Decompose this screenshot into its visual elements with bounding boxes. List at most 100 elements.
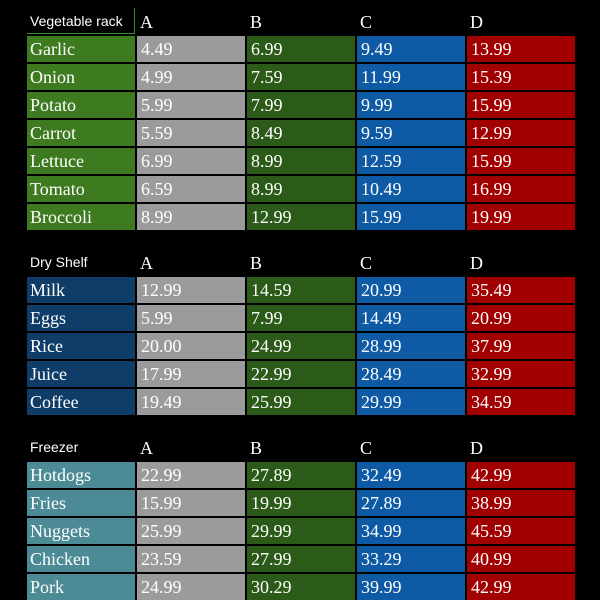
price-cell-d: 32.99	[467, 361, 575, 387]
price-cell-b: 30.29	[247, 574, 355, 600]
price-cell-c: 20.99	[357, 277, 465, 303]
freezer-header-row: Freezer A B C D	[27, 434, 575, 460]
column-header-b: B	[250, 12, 263, 32]
table-row: Potato 5.99 7.99 9.99 15.99	[27, 92, 575, 118]
price-cell-c: 10.49	[357, 176, 465, 202]
column-header-d: D	[470, 438, 483, 458]
price-cell-d: 42.99	[467, 462, 575, 488]
price-cell-c: 14.49	[357, 305, 465, 331]
item-name: Broccoli	[27, 204, 135, 230]
item-name: Tomato	[27, 176, 135, 202]
price-cell-a: 6.59	[137, 176, 245, 202]
table-row: Broccoli 8.99 12.99 15.99 19.99	[27, 204, 575, 230]
table-row: Onion 4.99 7.59 11.99 15.39	[27, 64, 575, 90]
price-cell-b: 14.59	[247, 277, 355, 303]
price-cell-a: 22.99	[137, 462, 245, 488]
column-header-d: D	[470, 253, 483, 273]
table-row: Hotdogs 22.99 27.89 32.49 42.99	[27, 462, 575, 488]
price-cell-d: 15.99	[467, 148, 575, 174]
price-cell-a: 5.59	[137, 120, 245, 146]
item-name: Eggs	[27, 305, 135, 331]
price-cell-c: 9.99	[357, 92, 465, 118]
price-cell-c: 9.49	[357, 36, 465, 62]
price-cell-b: 27.99	[247, 546, 355, 572]
price-cell-d: 40.99	[467, 546, 575, 572]
price-cell-d: 12.99	[467, 120, 575, 146]
table-row: Pork 24.99 30.29 39.99 42.99	[27, 574, 575, 600]
table-row: Chicken 23.59 27.99 33.29 40.99	[27, 546, 575, 572]
price-cell-c: 29.99	[357, 389, 465, 415]
item-name: Fries	[27, 490, 135, 516]
price-cell-a: 5.99	[137, 305, 245, 331]
price-cell-d: 19.99	[467, 204, 575, 230]
price-cell-b: 27.89	[247, 462, 355, 488]
price-cell-c: 28.99	[357, 333, 465, 359]
item-name: Carrot	[27, 120, 135, 146]
table-row: Nuggets 25.99 29.99 34.99 45.59	[27, 518, 575, 544]
price-cell-c: 12.59	[357, 148, 465, 174]
item-name: Rice	[27, 333, 135, 359]
price-cell-a: 6.99	[137, 148, 245, 174]
table-row: Carrot 5.59 8.49 9.59 12.99	[27, 120, 575, 146]
column-header-c: C	[360, 12, 373, 32]
price-cell-a: 24.99	[137, 574, 245, 600]
price-cell-b: 22.99	[247, 361, 355, 387]
price-cell-d: 16.99	[467, 176, 575, 202]
price-cell-a: 15.99	[137, 490, 245, 516]
column-header-b: B	[250, 253, 263, 273]
price-cell-c: 9.59	[357, 120, 465, 146]
price-cell-a: 4.49	[137, 36, 245, 62]
item-name: Coffee	[27, 389, 135, 415]
item-name: Onion	[27, 64, 135, 90]
vegetable-rack-section: Vegetable rack A B C D Garlic 4.49 6.99 …	[27, 8, 575, 230]
freezer-section: Freezer A B C D Hotdogs 22.99 27.89 32.4…	[27, 434, 575, 600]
price-cell-a: 25.99	[137, 518, 245, 544]
item-name: Pork	[27, 574, 135, 600]
price-cell-b: 7.99	[247, 305, 355, 331]
item-name: Garlic	[27, 36, 135, 62]
price-cell-d: 15.39	[467, 64, 575, 90]
price-cell-b: 24.99	[247, 333, 355, 359]
table-row: Juice 17.99 22.99 28.49 32.99	[27, 361, 575, 387]
price-cell-b: 8.99	[247, 176, 355, 202]
item-name: Potato	[27, 92, 135, 118]
table-row: Tomato 6.59 8.99 10.49 16.99	[27, 176, 575, 202]
price-cell-c: 11.99	[357, 64, 465, 90]
item-name: Lettuce	[27, 148, 135, 174]
price-cell-d: 35.49	[467, 277, 575, 303]
price-cell-b: 6.99	[247, 36, 355, 62]
table-row: Eggs 5.99 7.99 14.49 20.99	[27, 305, 575, 331]
price-cell-a: 23.59	[137, 546, 245, 572]
table-row: Fries 15.99 19.99 27.89 38.99	[27, 490, 575, 516]
section-title: Dry Shelf	[30, 254, 88, 270]
item-name: Nuggets	[27, 518, 135, 544]
price-cell-d: 37.99	[467, 333, 575, 359]
item-name: Milk	[27, 277, 135, 303]
price-cell-c: 28.49	[357, 361, 465, 387]
item-name: Hotdogs	[27, 462, 135, 488]
dry-shelf-section: Dry Shelf A B C D Milk 12.99 14.59 20.99…	[27, 249, 575, 415]
column-header-c: C	[360, 253, 373, 273]
price-cell-d: 20.99	[467, 305, 575, 331]
price-cell-d: 15.99	[467, 92, 575, 118]
table-row: Garlic 4.49 6.99 9.49 13.99	[27, 36, 575, 62]
price-cell-b: 8.99	[247, 148, 355, 174]
price-cell-a: 12.99	[137, 277, 245, 303]
dry-shelf-header-row: Dry Shelf A B C D	[27, 249, 575, 275]
column-header-a: A	[140, 253, 153, 273]
price-cell-b: 25.99	[247, 389, 355, 415]
price-cell-c: 39.99	[357, 574, 465, 600]
price-cell-c: 27.89	[357, 490, 465, 516]
price-cell-c: 15.99	[357, 204, 465, 230]
item-name: Chicken	[27, 546, 135, 572]
table-row: Milk 12.99 14.59 20.99 35.49	[27, 277, 575, 303]
column-header-a: A	[140, 438, 153, 458]
price-cell-c: 32.49	[357, 462, 465, 488]
column-header-a: A	[140, 12, 153, 32]
price-cell-a: 20.00	[137, 333, 245, 359]
price-cell-a: 8.99	[137, 204, 245, 230]
table-row: Coffee 19.49 25.99 29.99 34.59	[27, 389, 575, 415]
price-cell-c: 34.99	[357, 518, 465, 544]
price-cell-d: 13.99	[467, 36, 575, 62]
price-cell-a: 5.99	[137, 92, 245, 118]
